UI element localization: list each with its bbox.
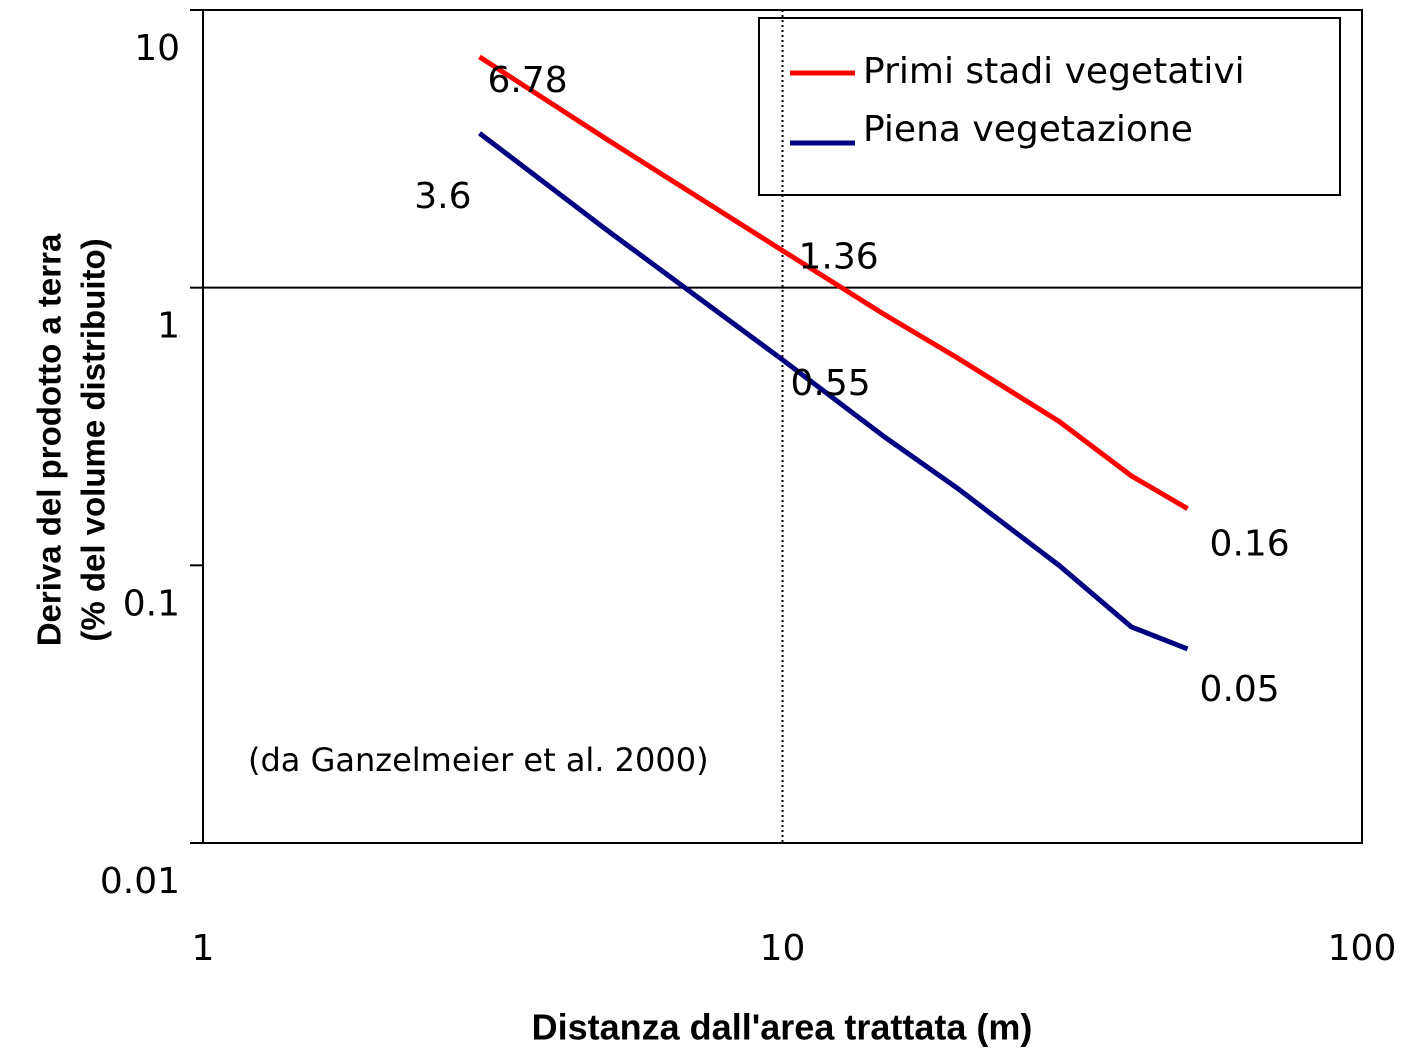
y-tick-label: 0.01 [100,861,180,902]
y-axis-label: Deriva del prodotto a terra [31,233,68,646]
y-tick-label: 10 [134,28,180,69]
y-axis-label: (% del volume distribuito) [75,238,112,641]
data-label: 0.05 [1200,669,1280,710]
data-label: 6.78 [487,60,567,101]
legend-label: Piena vegetazione [863,109,1193,150]
x-tick-label: 100 [1328,928,1397,969]
x-tick-label: 1 [192,928,215,969]
y-tick-label: 1 [157,306,180,347]
x-tick-label: 10 [760,928,806,969]
data-label: 1.36 [799,237,879,278]
data-label: 0.55 [791,363,871,404]
data-label: 0.16 [1210,524,1290,565]
annotation: (da Ganzelmeier et al. 2000) [248,741,709,779]
legend-label: Primi stadi vegetativi [863,51,1245,92]
series-line [477,131,1189,652]
data-label: 3.6 [414,176,471,217]
series-line [478,54,1189,511]
y-tick-label: 0.1 [123,583,180,624]
x-axis-label: Distanza dall'area trattata (m) [532,1007,1033,1048]
legend-box [758,17,1341,196]
